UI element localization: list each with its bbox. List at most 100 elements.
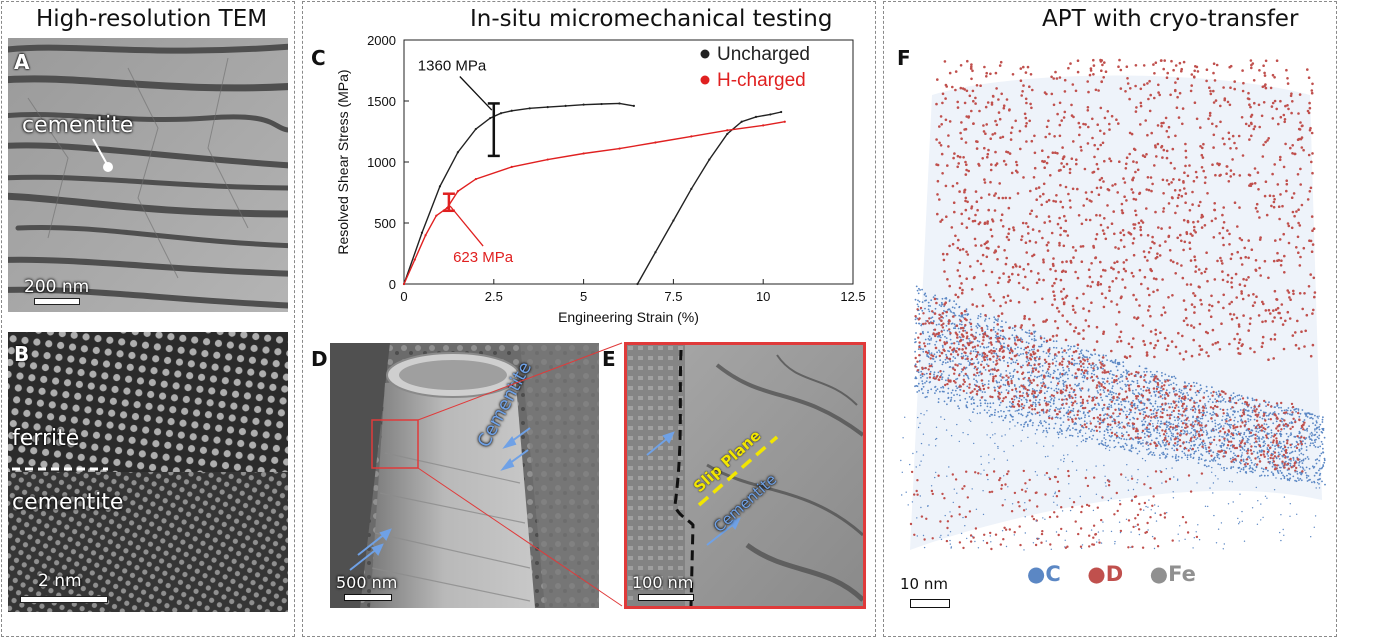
c-atom	[1278, 440, 1281, 443]
c-atom	[1314, 459, 1317, 461]
c-atom	[1270, 441, 1272, 444]
d-atom	[1237, 454, 1240, 458]
d-atom	[1160, 385, 1164, 388]
d-atom	[1099, 186, 1103, 189]
d-atom	[1255, 408, 1258, 411]
c-atom	[1092, 369, 1095, 372]
d-atom	[1092, 244, 1095, 248]
d-atom	[1031, 88, 1034, 92]
annotation-arrow	[449, 205, 484, 247]
c-atom	[1174, 456, 1177, 458]
d-atom	[958, 155, 962, 159]
d-atom	[1300, 436, 1303, 439]
c-atom	[1040, 343, 1043, 346]
d-atom	[1170, 59, 1173, 63]
c-atom	[1322, 465, 1325, 467]
d-atom	[1102, 364, 1105, 367]
d-atom	[974, 190, 978, 193]
c-atom	[946, 329, 949, 332]
d-atom	[1197, 268, 1201, 271]
tem-section-title: High-resolution TEM	[36, 6, 268, 32]
c-atom	[1114, 360, 1117, 363]
d-atom	[1223, 97, 1227, 100]
d-atom	[1060, 363, 1064, 366]
c-atom	[1125, 369, 1128, 372]
c-atom	[1194, 432, 1197, 434]
c-atom	[1201, 426, 1204, 429]
c-atom	[1103, 430, 1106, 433]
d-atom	[971, 219, 975, 223]
c-atom	[995, 319, 998, 322]
d-atom	[1292, 292, 1295, 296]
c-atom	[1159, 405, 1162, 408]
d-atom	[1183, 240, 1187, 244]
d-atom	[1236, 250, 1239, 254]
d-atom	[1155, 255, 1159, 259]
c-atom	[1253, 450, 1255, 453]
d-atom	[1236, 425, 1239, 429]
d-atom	[1163, 59, 1166, 62]
c-atom	[1041, 369, 1044, 372]
d-atom	[1031, 392, 1034, 395]
d-atom	[1176, 196, 1180, 200]
d-atom	[1101, 63, 1104, 67]
c-atom	[1083, 420, 1086, 423]
c-atom	[1062, 366, 1064, 369]
c-atom	[1090, 430, 1092, 433]
d-atom	[1093, 348, 1096, 352]
d-atom	[1138, 412, 1142, 415]
d-atom	[1240, 116, 1244, 119]
c-atom	[1307, 412, 1310, 415]
d-atom	[1263, 259, 1267, 263]
c-atom	[1055, 387, 1058, 390]
c-atom	[1073, 423, 1076, 426]
d-atom	[1234, 272, 1238, 276]
d-atom	[966, 59, 969, 63]
c-atom	[1223, 469, 1226, 472]
d-atom	[1090, 190, 1094, 194]
d-atom	[972, 335, 975, 338]
d-atom	[1192, 326, 1196, 329]
d-atom	[1096, 167, 1100, 171]
c-atom	[1107, 425, 1110, 428]
c-atom	[967, 360, 970, 362]
c-atom	[1170, 432, 1173, 434]
c-atom	[1280, 435, 1282, 438]
d-atom	[992, 377, 995, 380]
d-atom	[1209, 442, 1212, 446]
d-atom	[1117, 122, 1120, 125]
d-atom	[1212, 236, 1216, 239]
c-atom	[1257, 437, 1259, 440]
c-atom	[944, 358, 947, 361]
d-atom	[956, 269, 960, 272]
d-atom	[1045, 243, 1049, 247]
d-atom	[938, 141, 941, 145]
d-atom	[1155, 387, 1159, 391]
c-atom	[996, 320, 999, 322]
d-atom	[1173, 189, 1177, 192]
c-atom	[1067, 377, 1069, 380]
d-atom	[1186, 174, 1190, 178]
d-atom	[1127, 434, 1130, 437]
c-atom	[1110, 435, 1112, 438]
d-atom	[1230, 252, 1234, 256]
d-atom	[1061, 146, 1064, 149]
c-atom	[945, 315, 948, 317]
data-point	[546, 158, 549, 161]
c-atom	[1059, 376, 1062, 379]
d-atom	[1219, 256, 1222, 260]
d-atom	[1310, 215, 1314, 218]
d-atom	[1135, 317, 1139, 321]
d-atom	[1146, 287, 1150, 290]
c-atom	[1103, 391, 1106, 393]
d-atom	[924, 322, 927, 325]
d-atom	[1039, 336, 1043, 340]
c-atom	[935, 355, 938, 358]
c-atom	[1098, 404, 1100, 407]
c-atom	[1199, 443, 1202, 446]
d-atom	[1133, 227, 1136, 230]
d-atom	[1196, 415, 1199, 419]
c-atom	[1073, 345, 1075, 348]
c-atom	[948, 374, 950, 377]
c-atom	[1075, 422, 1077, 425]
